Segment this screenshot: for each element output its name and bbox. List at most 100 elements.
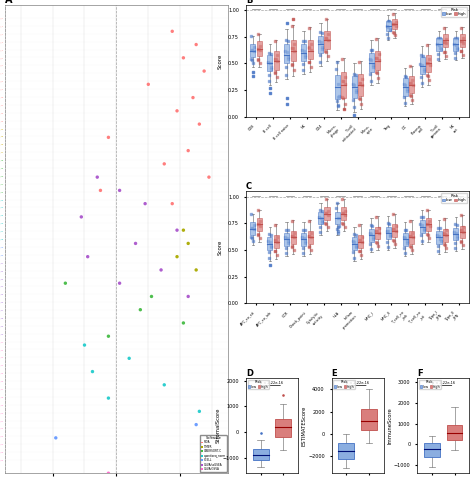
Point [401, 72, 409, 80]
Point [322, 48, 330, 56]
Point [426, 61, 433, 68]
Point [375, 225, 383, 232]
Point [249, 73, 256, 80]
Point [351, 239, 358, 246]
Point [301, 38, 309, 45]
Point [81, 341, 88, 349]
Point [403, 238, 410, 245]
Point [424, 72, 431, 80]
Point [374, 242, 382, 250]
Legend: low, high: low, high [419, 380, 440, 389]
Point [352, 87, 360, 94]
Point [335, 93, 343, 100]
Point [271, 37, 279, 44]
Y-axis label: Score: Score [218, 53, 223, 68]
Point [390, 226, 398, 233]
Point [291, 47, 298, 54]
Bar [375, 51, 380, 70]
Point [369, 233, 376, 241]
Bar [437, 38, 441, 51]
Point [339, 220, 347, 228]
Point [457, 237, 465, 245]
Bar [335, 75, 340, 98]
Point [284, 37, 292, 45]
Point [386, 25, 393, 33]
Text: p < 2.22e-16: p < 2.22e-16 [346, 380, 369, 385]
Point [299, 60, 307, 67]
Point [322, 196, 329, 203]
Bar [291, 231, 296, 244]
Bar [419, 57, 425, 74]
Y-axis label: StromalScore: StromalScore [216, 408, 221, 443]
Point [307, 63, 314, 71]
Point [306, 232, 313, 239]
Point [441, 48, 448, 56]
Point [301, 238, 309, 245]
Bar [437, 231, 441, 244]
Point [333, 65, 340, 73]
Point [299, 37, 307, 44]
Point [400, 233, 407, 241]
Bar [324, 32, 329, 49]
Point [173, 107, 181, 115]
Point [145, 80, 152, 88]
Point [384, 228, 392, 235]
Point [247, 55, 255, 63]
Point [305, 242, 312, 250]
Bar [375, 227, 380, 239]
Point [409, 81, 417, 88]
Bar [341, 72, 346, 98]
Point [173, 227, 181, 234]
Bar [426, 218, 431, 231]
Point [352, 243, 360, 251]
Bar [358, 235, 364, 248]
Bar [257, 41, 262, 56]
Point [390, 21, 397, 28]
Point [248, 46, 256, 54]
Point [254, 230, 262, 238]
Bar [284, 233, 289, 246]
Point [373, 239, 381, 247]
Point [335, 222, 343, 230]
Point [192, 421, 200, 428]
Point [339, 77, 346, 85]
Point [283, 36, 290, 44]
Point [137, 306, 144, 314]
Point [333, 199, 340, 207]
Point [409, 96, 416, 104]
Point [282, 47, 289, 55]
Point [452, 41, 460, 48]
Point [460, 39, 467, 46]
Point [437, 34, 444, 42]
Point [425, 234, 433, 242]
Point [256, 222, 264, 229]
Point [369, 235, 377, 242]
Point [406, 242, 414, 250]
Point [367, 46, 374, 54]
Point [305, 24, 312, 32]
Point [250, 43, 257, 51]
Point [339, 209, 346, 217]
Point [358, 75, 365, 83]
Point [418, 231, 425, 239]
Point [418, 73, 425, 81]
Point [366, 70, 374, 77]
Point [288, 242, 295, 250]
Point [305, 58, 313, 66]
Point [288, 232, 296, 239]
Point [440, 229, 448, 237]
Point [265, 71, 273, 79]
Bar [267, 55, 273, 71]
Point [419, 52, 427, 60]
Point [247, 234, 255, 241]
Point [97, 186, 104, 194]
Point [457, 24, 465, 32]
Bar [291, 40, 296, 61]
Point [338, 94, 346, 101]
Point [356, 247, 363, 254]
Point [426, 217, 433, 225]
Point [265, 254, 273, 261]
Point [352, 71, 359, 78]
Point [248, 234, 256, 242]
Point [373, 213, 380, 220]
